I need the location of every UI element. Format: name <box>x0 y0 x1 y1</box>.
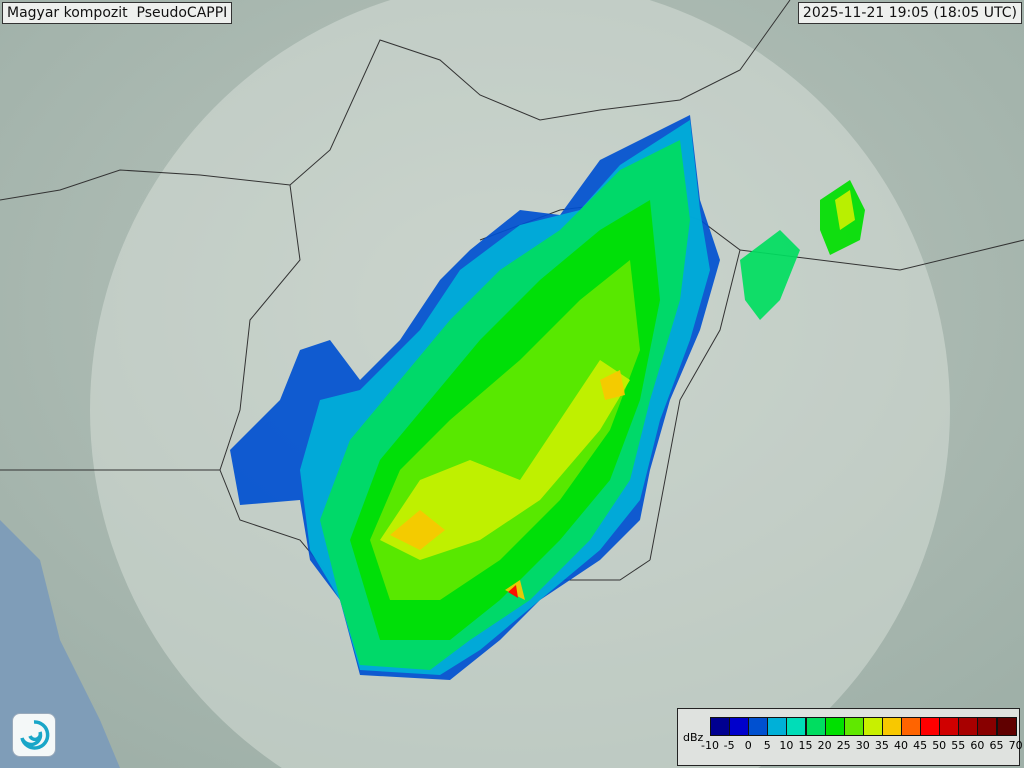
legend-tick-label: -5 <box>723 739 735 752</box>
legend-swatch <box>843 717 864 736</box>
legend-tick-label: 50 <box>932 739 947 752</box>
echo-layer <box>740 230 800 320</box>
legend-tick-label: 35 <box>874 739 889 752</box>
legend-tick-label: -10 <box>701 739 719 752</box>
legend-swatch <box>805 717 826 736</box>
legend-swatch <box>862 717 883 736</box>
legend-tick-label: 0 <box>744 739 752 752</box>
echo-layer <box>380 360 630 560</box>
legend-swatch <box>748 717 769 736</box>
weather-service-swirl-icon <box>12 713 56 757</box>
legend-unit: dBz <box>683 731 704 744</box>
legend-swatch <box>901 717 922 736</box>
legend-swatch <box>920 717 941 736</box>
legend-swatch <box>881 717 902 736</box>
legend-swatch <box>786 717 807 736</box>
radar-echo <box>230 115 865 680</box>
legend-tick-label: 65 <box>989 739 1004 752</box>
legend-tick-label: 40 <box>894 739 908 752</box>
timestamp: 2025-11-21 19:05 (18:05 UTC) <box>797 2 1022 24</box>
legend-tick-label: 15 <box>798 739 813 752</box>
legend-swatch <box>958 717 979 736</box>
legend-tick-label: 30 <box>855 739 870 752</box>
legend-swatch <box>767 717 788 736</box>
legend-tick-label: 60 <box>970 739 985 752</box>
legend-tick-label: 55 <box>951 739 966 752</box>
legend-tick-label: 5 <box>763 739 771 752</box>
legend-tick-label: 10 <box>779 739 794 752</box>
legend-tick-label: 70 <box>1008 739 1023 752</box>
echo-layer <box>508 585 518 598</box>
legend-swatch <box>939 717 960 736</box>
adriatic-sea <box>0 520 120 768</box>
legend-tick-label: 25 <box>836 739 851 752</box>
legend-swatch <box>710 717 731 736</box>
legend-swatch <box>729 717 750 736</box>
legend-swatch <box>824 717 845 736</box>
legend-swatch <box>977 717 998 736</box>
legend-swatch <box>996 717 1017 736</box>
legend-tick-label: 20 <box>817 739 832 752</box>
product-title: Magyar kompozit PseudoCAPPI <box>2 2 233 24</box>
dbz-legend: dBz -10 -5 0 5 10 15 20 25 30 35 40 45 50 55 60 65 70 <box>677 708 1023 766</box>
echo-layer <box>835 190 855 230</box>
legend-tick-label: 45 <box>913 739 928 752</box>
